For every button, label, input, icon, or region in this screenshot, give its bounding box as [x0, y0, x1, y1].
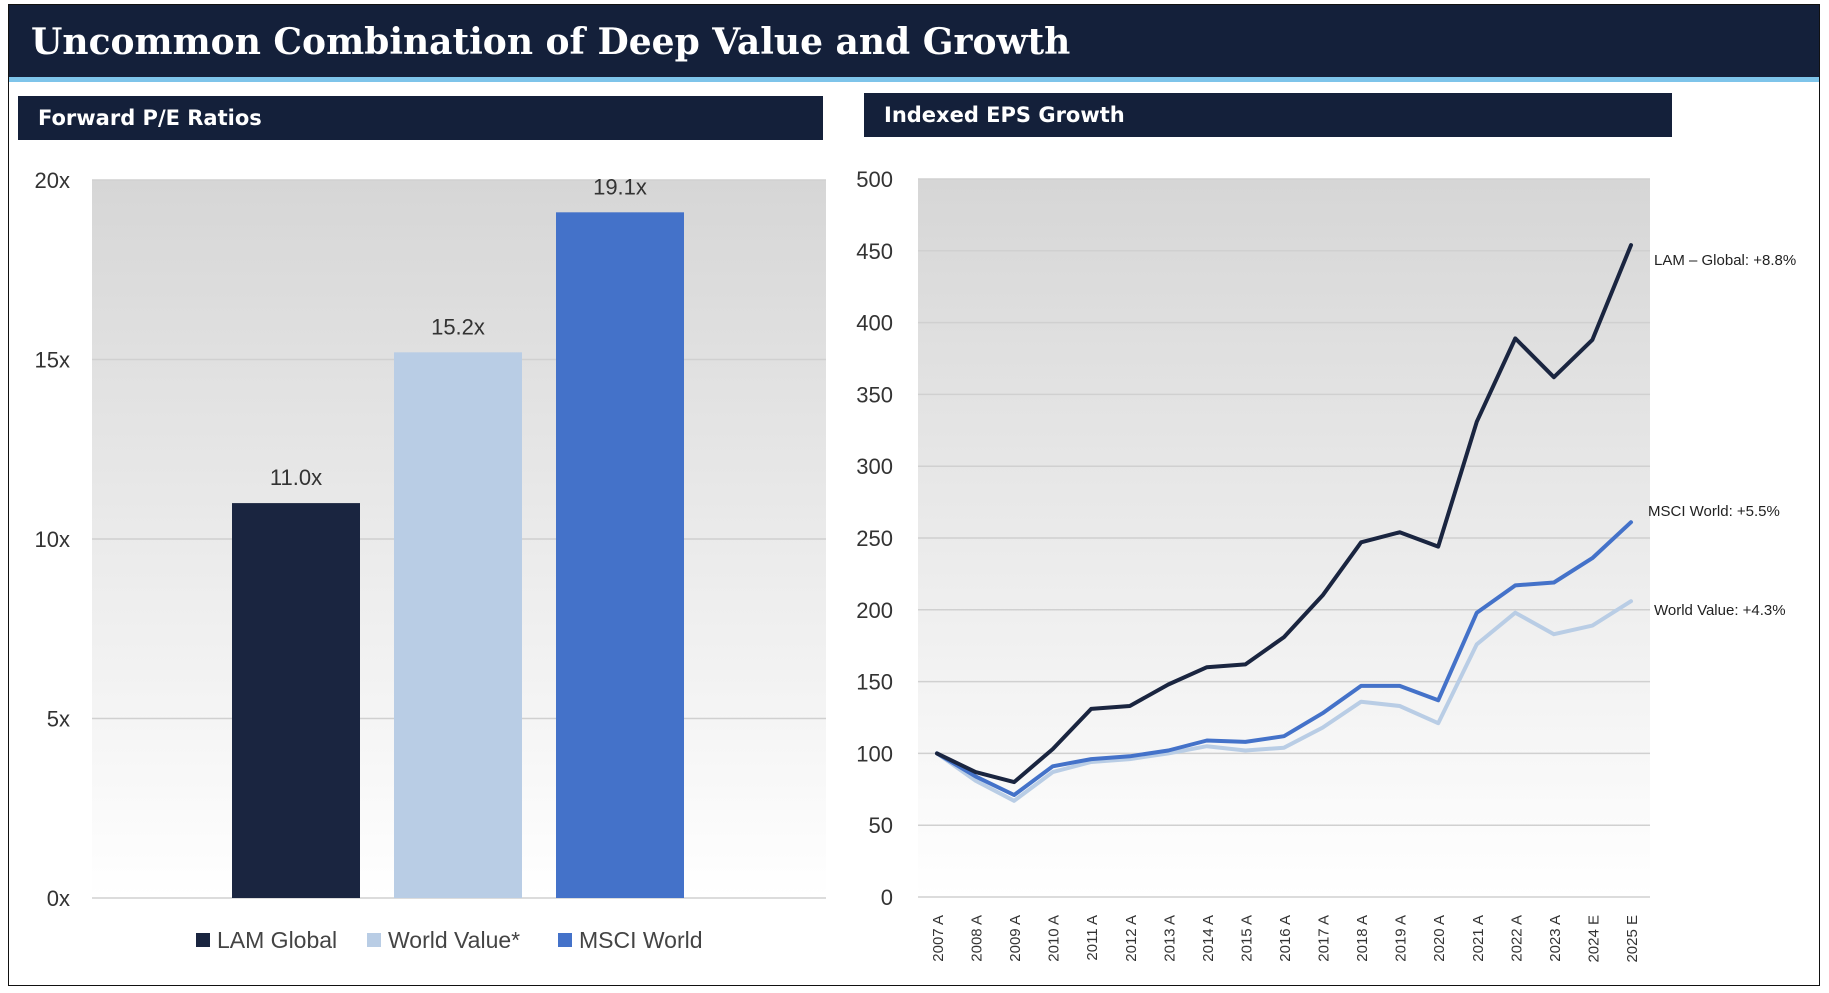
line-x-tick-label: 2025 E: [1624, 915, 1641, 963]
page-title: Uncommon Combination of Deep Value and G…: [31, 21, 1071, 63]
line-y-tick-label: 250: [856, 526, 893, 551]
line-x-tick-label: 2014 A: [1200, 915, 1217, 962]
line-x-tick-label: 2023 A: [1547, 915, 1564, 962]
series-msci-world-label: MSCI World: +5.5%: [1648, 503, 1780, 520]
bar-msci-world: [556, 212, 684, 898]
line-chart-header: Indexed EPS Growth: [864, 93, 1672, 137]
bar-chart: 0x 5x 10x 15x 20x 11.0x 15.2x 19.1x LAM Global Wo…: [35, 168, 826, 953]
line-y-tick-label: 50: [869, 813, 893, 838]
line-y-tick-label: 350: [856, 382, 893, 407]
legend-swatch: [196, 933, 210, 947]
bar-y-tick-label: 20x: [35, 168, 70, 193]
legend-label: MSCI World: [579, 927, 703, 953]
series-world-value-line: [935, 599, 1633, 803]
line-y-tick-label: 150: [856, 670, 893, 695]
legend-swatch: [367, 933, 381, 947]
line-x-tick-label: 2021 A: [1470, 915, 1487, 962]
bar-lam-global: [232, 503, 360, 898]
line-chart: 0 50 100 150 200 250 300 350 400 450 500 2007 A 2008…: [856, 167, 1796, 963]
line-x-tick-label: 2019 A: [1393, 915, 1410, 962]
line-y-tick-label: 400: [856, 311, 893, 336]
line-x-tick-label: 2013 A: [1161, 915, 1178, 962]
line-y-tick-label: 100: [856, 741, 893, 766]
bar-y-tick-label: 10x: [35, 527, 70, 552]
line-x-tick-label: 2015 A: [1238, 915, 1255, 962]
line-y-tick-label: 500: [856, 167, 893, 192]
line-x-tick-label: 2020 A: [1431, 915, 1448, 962]
series-lam-global-line: [935, 243, 1633, 785]
legend-swatch: [558, 933, 572, 947]
line-y-tick-label: 200: [856, 598, 893, 623]
line-x-tick-label: 2016 A: [1277, 915, 1294, 962]
line-x-tick-label: 2008 A: [969, 915, 986, 962]
bar-chart-header: Forward P/E Ratios: [18, 96, 823, 140]
line-y-tick-label: 0: [881, 885, 893, 910]
line-x-tick-label: 2009 A: [1007, 915, 1024, 962]
bar-data-label: 19.1x: [593, 174, 647, 199]
bar-y-tick-label: 5x: [47, 707, 70, 732]
legend-label: LAM Global: [217, 927, 337, 953]
line-x-tick-label: 2022 A: [1508, 915, 1525, 962]
title-bar: Uncommon Combination of Deep Value and G…: [9, 5, 1819, 82]
line-y-tick-label: 450: [856, 239, 893, 264]
series-world-value-label: World Value: +4.3%: [1654, 602, 1786, 619]
legend-label: World Value*: [388, 927, 520, 953]
line-x-tick-label: 2018 A: [1354, 915, 1371, 962]
line-x-tick-label: 2017 A: [1316, 915, 1333, 962]
series-lam-global-label: LAM – Global: +8.8%: [1654, 252, 1796, 269]
bar-world-value: [394, 352, 522, 898]
bar-data-label: 15.2x: [431, 314, 485, 339]
bar-y-tick-label: 15x: [35, 348, 70, 373]
series-msci-world-line: [935, 520, 1633, 797]
line-x-tick-label: 2012 A: [1123, 915, 1140, 962]
bar-y-tick-label: 0x: [47, 886, 70, 911]
line-x-tick-label: 2024 E: [1585, 915, 1602, 963]
line-x-tick-label: 2011 A: [1084, 915, 1101, 961]
line-x-tick-label: 2007 A: [930, 915, 947, 962]
bar-data-label: 11.0x: [270, 465, 322, 490]
line-y-tick-label: 300: [856, 454, 893, 479]
line-x-tick-label: 2010 A: [1046, 915, 1063, 962]
